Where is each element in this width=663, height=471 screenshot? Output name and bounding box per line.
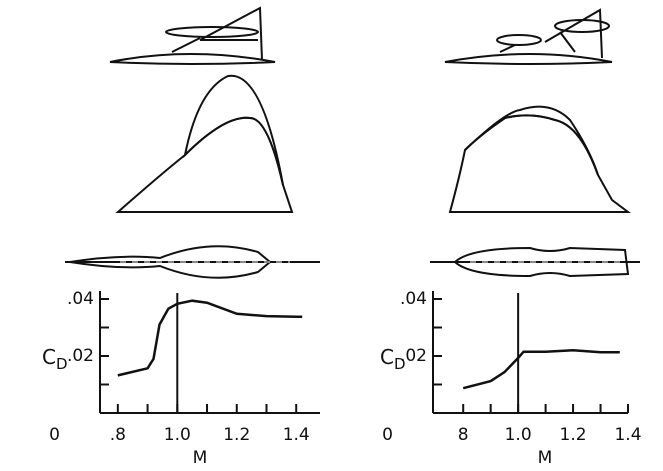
x-tick-label: 1.4: [283, 425, 310, 445]
x-tick-label: 1.0: [505, 425, 532, 445]
aircraft-side-left: [109, 6, 276, 65]
x-axis-label: M: [538, 448, 553, 468]
area-distribution-right: [448, 105, 631, 213]
y-tick-label: .04: [67, 289, 94, 309]
x-axis-label: M: [193, 448, 208, 468]
planform-right: [430, 246, 640, 278]
y-axis-label-main: C: [380, 345, 394, 369]
y-tick-label: 0: [49, 425, 60, 445]
y-tick-label: .02: [67, 346, 94, 366]
x-tick-label: 1.2: [560, 425, 587, 445]
y-axis-label-subscript: D: [394, 355, 406, 373]
data-line: [117, 299, 303, 377]
y-tick-label: 0: [382, 425, 393, 445]
aircraft-side-right: [444, 8, 613, 65]
planform-left: [65, 245, 320, 279]
y-tick-label: .04: [400, 289, 427, 309]
x-tick-label: 1.2: [223, 425, 250, 445]
data-line: [462, 349, 620, 390]
x-tick-label: .8: [110, 425, 126, 445]
area-distribution-left: [115, 74, 294, 213]
x-tick-label: 1.0: [164, 425, 191, 445]
y-axis-label-main: C: [42, 345, 56, 369]
x-tick-label: 1.4: [614, 425, 641, 445]
y-tick-label: .02: [400, 346, 427, 366]
y-axis-label: CD: [380, 345, 406, 373]
y-axis-label: CD: [42, 345, 68, 373]
x-tick-label: 8: [458, 425, 469, 445]
y-axis-label-subscript: D: [56, 355, 68, 373]
